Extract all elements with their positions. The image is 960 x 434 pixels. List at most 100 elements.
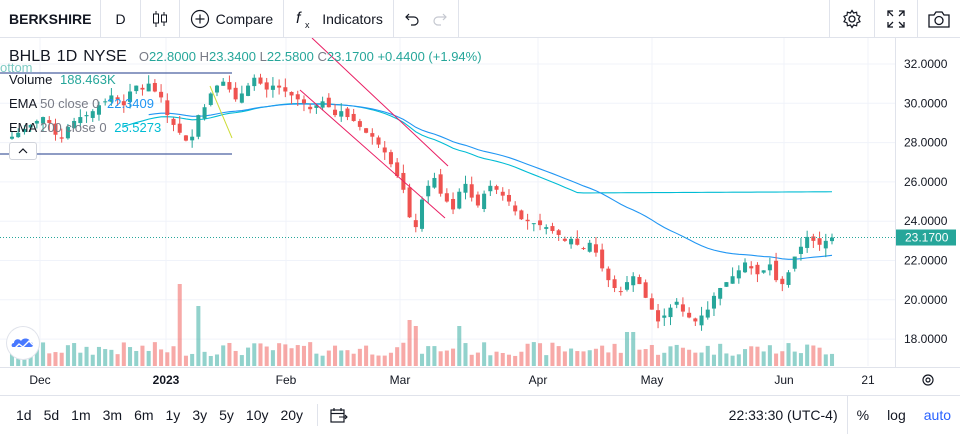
indicators-label: Indicators — [322, 10, 383, 27]
volume-bar — [407, 320, 412, 366]
legend-ohlc: O22.8000 H23.3400 L22.5800 C23.1700 +0.4… — [138, 49, 482, 64]
candle — [258, 73, 263, 85]
volume-bar — [388, 352, 393, 366]
range-buttons: 1d 5d 1m 3m 6m 1y 3y 5y 10y 20y — [10, 407, 309, 423]
interval-button[interactable]: D — [101, 0, 141, 38]
candle — [326, 93, 331, 108]
range-button-5y[interactable]: 5y — [219, 406, 234, 423]
candle — [538, 213, 543, 231]
volume-bar — [562, 351, 567, 366]
candle — [736, 265, 741, 284]
axis-settings-gear-icon[interactable] — [922, 374, 934, 386]
candle — [320, 96, 325, 111]
undo-icon[interactable] — [404, 12, 420, 26]
volume-bar — [65, 345, 70, 366]
time-tick-label: Feb — [276, 373, 297, 387]
legend-close: 23.1700 — [326, 49, 374, 64]
auto-scale-toggle[interactable]: auto — [923, 406, 951, 423]
candle — [227, 75, 232, 93]
volume-bar — [78, 352, 83, 366]
trend-line[interactable] — [311, 37, 449, 167]
range-button-1y[interactable]: 1y — [165, 406, 181, 423]
redo-icon[interactable] — [432, 12, 448, 26]
volume-bar — [295, 345, 300, 366]
candle — [426, 180, 431, 204]
volume-bar — [183, 355, 188, 366]
volume-bar — [382, 355, 387, 366]
chart-area[interactable]: 32.0000 30.0000 28.0000 26.0000 24.0000 22.00… — [0, 37, 960, 395]
candle — [9, 131, 15, 140]
volume-value: 188.463K — [60, 72, 116, 87]
legend-exchange: NYSE — [83, 48, 127, 65]
candle — [817, 231, 822, 251]
logo[interactable] — [7, 327, 39, 359]
candle — [233, 82, 238, 102]
volume-bar — [606, 352, 611, 366]
fullscreen-button[interactable] — [874, 0, 917, 38]
time-tick-label: May — [641, 373, 664, 387]
candle — [488, 180, 493, 196]
candle — [289, 91, 294, 105]
candle — [351, 108, 356, 122]
volume-bar — [631, 332, 636, 366]
volume-bar — [233, 350, 238, 366]
candle — [668, 304, 673, 326]
symbol-search-button[interactable]: BERKSHIRE — [0, 0, 102, 38]
candle — [730, 267, 735, 284]
legend-interval: 1D — [56, 48, 78, 65]
candle — [749, 261, 754, 275]
price-axis[interactable]: 32.0000 30.0000 28.0000 26.0000 24.0000 22.00… — [895, 38, 960, 395]
range-button-20y[interactable]: 20y — [280, 406, 304, 423]
candle — [177, 115, 182, 135]
candle — [618, 286, 623, 296]
candle — [159, 84, 164, 103]
range-button-10y[interactable]: 10y — [245, 406, 269, 423]
ema200-params: 200 close 0 — [40, 120, 107, 135]
compare-button[interactable]: Compare — [180, 0, 285, 38]
collapse-legend-button[interactable] — [9, 142, 37, 160]
volume-bars — [9, 284, 835, 366]
time-axis[interactable]: Dec 2023 Feb Mar Apr May Jun 21 — [0, 367, 960, 395]
volume-bar — [643, 349, 648, 366]
settings-button[interactable] — [829, 0, 874, 38]
range-button-1d[interactable]: 1d — [16, 406, 32, 423]
volume-bar — [637, 349, 642, 366]
trend-line-yellow[interactable] — [209, 85, 233, 139]
date-range-button[interactable] — [326, 407, 352, 423]
price-chart[interactable]: 32.0000 30.0000 28.0000 26.0000 24.0000 22.00… — [0, 37, 960, 395]
chart-type-button[interactable] — [141, 0, 180, 38]
candle — [84, 111, 89, 123]
last-price-badge — [896, 229, 956, 246]
range-button-6m[interactable]: 6m — [134, 406, 154, 423]
timezone-clock[interactable]: 22:33:30 (UTC-4) — [720, 395, 848, 434]
candle — [370, 128, 375, 145]
volume-bar — [177, 284, 182, 366]
candle — [519, 209, 524, 221]
range-button-1m[interactable]: 1m — [71, 406, 91, 423]
volume-bar — [413, 326, 418, 366]
candle — [587, 239, 592, 253]
compare-label: Compare — [215, 10, 274, 27]
candle — [743, 258, 748, 274]
log-toggle[interactable]: log — [887, 406, 906, 423]
candle — [649, 293, 654, 310]
candle — [711, 292, 716, 317]
candle — [705, 301, 710, 320]
percent-toggle[interactable]: % — [856, 406, 870, 423]
range-button-5d[interactable]: 5d — [43, 406, 60, 423]
volume-bar — [258, 343, 263, 366]
volume-bar — [351, 353, 356, 366]
candle — [624, 275, 630, 292]
candle — [475, 191, 480, 208]
snapshot-button[interactable] — [917, 0, 960, 38]
range-button-3m[interactable]: 3m — [102, 406, 123, 423]
range-button-3y[interactable]: 3y — [192, 406, 208, 423]
volume-bar — [289, 348, 294, 366]
candle — [246, 82, 251, 97]
candle — [96, 101, 101, 121]
volume-bar — [469, 354, 474, 366]
trend-line[interactable] — [299, 89, 446, 219]
candle — [451, 192, 456, 215]
candle — [314, 103, 319, 114]
